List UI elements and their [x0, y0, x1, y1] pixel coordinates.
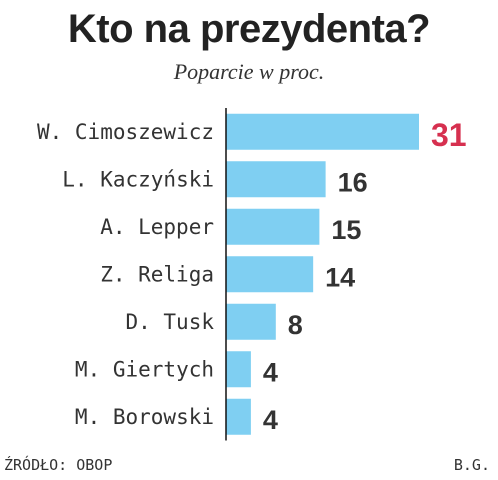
value-label-2: 15 — [331, 215, 361, 245]
bars-layer — [226, 113, 419, 435]
bar-6 — [226, 398, 251, 435]
category-label-1: L. Kaczyński — [62, 167, 214, 191]
bar-0 — [226, 113, 419, 150]
value-label-3: 14 — [325, 262, 355, 292]
category-label-0: W. Cimoszewicz — [37, 120, 214, 144]
category-labels: W. Cimoszewicz L. Kaczyński A. Lepper Z. Re… — [37, 120, 214, 429]
value-label-4: 8 — [288, 310, 303, 340]
category-label-2: A. Lepper — [100, 215, 214, 239]
bar-2 — [226, 208, 320, 245]
bar-5 — [226, 351, 251, 388]
category-label-4: D. Tusk — [125, 310, 214, 334]
bar-3 — [226, 256, 314, 293]
category-label-3: Z. Religa — [100, 262, 214, 286]
value-label-0: 31 — [431, 117, 467, 153]
value-label-6: 4 — [263, 405, 278, 435]
source-note: ŹRÓDŁO: OBOP — [4, 456, 113, 474]
value-label-1: 16 — [338, 167, 368, 197]
category-label-5: M. Giertych — [75, 357, 214, 381]
value-label-5: 4 — [263, 357, 278, 387]
author-initials: B.G. — [453, 456, 490, 474]
bar-4 — [226, 303, 276, 340]
chart-subtitle: Poparcie w proc. — [173, 59, 325, 84]
chart-title: Kto na prezydenta? — [67, 7, 431, 51]
category-label-6: M. Borowski — [75, 405, 214, 429]
bar-1 — [226, 161, 326, 198]
